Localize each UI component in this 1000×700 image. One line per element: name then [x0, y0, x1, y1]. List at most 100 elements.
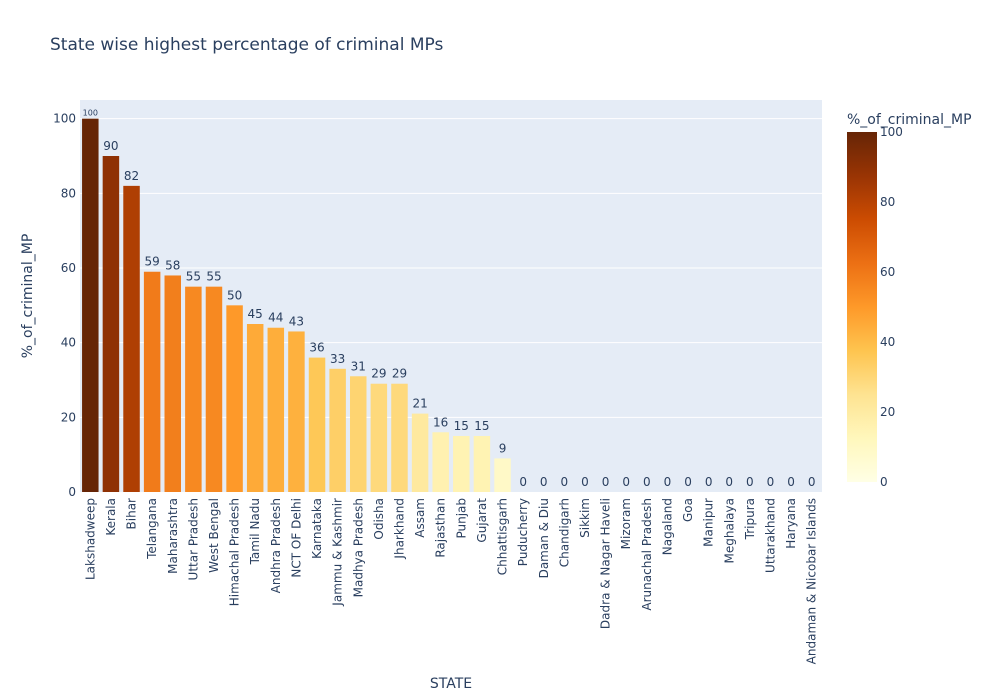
- x-tick-label: Mizoram: [619, 498, 633, 549]
- x-tick-label: Telangana: [145, 498, 159, 560]
- x-tick-label: Arunachal Pradesh: [640, 498, 654, 611]
- x-tick-label: Uttarakhand: [763, 498, 777, 573]
- bar-value-label: 82: [124, 169, 139, 183]
- y-tick-label: 0: [68, 485, 76, 499]
- bar-value-label: 0: [602, 475, 610, 489]
- x-tick-label: Andaman & Nicobar Islands: [805, 498, 819, 664]
- x-tick-label: Gujarat: [475, 498, 489, 543]
- x-tick-label: Jammu & Kashmir: [331, 498, 345, 607]
- y-axis-ticks: 0 20 40 60 80 100: [53, 112, 76, 499]
- bar-value-label: 43: [289, 314, 304, 328]
- bar-value-label: 90: [103, 139, 118, 153]
- x-tick-label: Chandigarh: [557, 498, 571, 567]
- bar-value-label: 0: [767, 475, 775, 489]
- x-tick-label: Manipur: [702, 498, 716, 547]
- bar[interactable]: [494, 458, 511, 492]
- x-tick-label: Chhattisgarh: [496, 498, 510, 575]
- bar-value-label: 0: [561, 475, 569, 489]
- x-tick-label: Kerala: [104, 498, 118, 536]
- bar-value-label: 0: [664, 475, 672, 489]
- bar[interactable]: [308, 357, 326, 492]
- x-tick-label: Goa: [681, 498, 695, 522]
- x-tick-label: Sikkim: [578, 498, 592, 538]
- bar[interactable]: [246, 324, 264, 492]
- colorbar: %_of_criminal_MP 0 20 40 60 80 100: [847, 112, 972, 489]
- colorbar-title: %_of_criminal_MP: [847, 112, 972, 128]
- bar[interactable]: [102, 156, 120, 492]
- bar-value-label: 21: [412, 397, 427, 411]
- bar-value-label: 29: [371, 367, 386, 381]
- bar[interactable]: [123, 185, 140, 492]
- bar-value-label: 29: [392, 367, 407, 381]
- bar-value-label: 58: [165, 258, 180, 272]
- x-tick-label: Karnataka: [310, 498, 324, 559]
- bar-value-label: 0: [519, 475, 527, 489]
- colorbar-ticks: 0 20 40 60 80 100: [880, 125, 903, 489]
- bar[interactable]: [164, 275, 181, 492]
- chart-title: State wise highest percentage of crimina…: [50, 35, 443, 55]
- bar[interactable]: [329, 368, 346, 492]
- bar-value-label: 0: [643, 475, 651, 489]
- y-axis-title: %_of_criminal_MP: [20, 234, 36, 359]
- x-tick-label: Punjab: [454, 498, 468, 539]
- x-tick-label: Puducherry: [516, 498, 530, 566]
- bar-value-label: 55: [206, 270, 221, 284]
- bar[interactable]: [391, 383, 408, 492]
- bar-value-label: 33: [330, 352, 345, 366]
- x-tick-label: Odisha: [372, 498, 386, 540]
- x-tick-label: Maharashtra: [166, 498, 180, 574]
- bar[interactable]: [185, 286, 202, 492]
- bar[interactable]: [226, 305, 243, 492]
- bar-value-label: 100: [83, 109, 98, 118]
- bar[interactable]: [432, 432, 449, 492]
- x-tick-label: Tripura: [743, 498, 757, 540]
- bar[interactable]: [205, 286, 223, 492]
- bar-value-label: 44: [268, 311, 283, 325]
- x-axis-ticks: Lakshadweep Kerala Bihar Telangana Maharasht…: [83, 498, 818, 665]
- x-tick-label: Tamil Nadu: [248, 498, 262, 565]
- bar[interactable]: [267, 327, 285, 492]
- x-tick-label: Assam: [413, 498, 427, 538]
- bar[interactable]: [453, 436, 470, 492]
- bar-value-label: 31: [351, 359, 366, 373]
- bar[interactable]: [82, 118, 99, 493]
- x-tick-label: Dadra & Nagar Haveli: [599, 498, 613, 629]
- bar[interactable]: [350, 376, 367, 492]
- y-tick-label: 60: [61, 261, 76, 275]
- gridlines: [80, 118, 822, 418]
- bar-value-label: 0: [581, 475, 589, 489]
- colorbar-tick-label: 100: [880, 125, 903, 139]
- bar-value-label: 0: [787, 475, 795, 489]
- colorbar-tick-label: 20: [880, 405, 895, 419]
- bar-value-label: 0: [808, 475, 816, 489]
- y-tick-label: 100: [53, 112, 76, 126]
- bar-value-label: 59: [144, 255, 159, 269]
- x-tick-label: Uttar Pradesh: [186, 498, 200, 580]
- bar-value-label: 16: [433, 415, 448, 429]
- bar-value-label: 0: [746, 475, 754, 489]
- y-tick-label: 80: [61, 186, 76, 200]
- bar-value-label: 15: [454, 419, 469, 433]
- bar-value-label: 15: [474, 419, 489, 433]
- x-tick-label: NCT OF Delhi: [289, 498, 303, 578]
- x-tick-label: Himachal Pradesh: [228, 498, 242, 606]
- bar-value-label: 36: [309, 341, 324, 355]
- bar[interactable]: [473, 436, 491, 492]
- bar[interactable]: [411, 413, 429, 492]
- y-tick-label: 40: [61, 336, 76, 350]
- bar[interactable]: [370, 383, 388, 492]
- colorbar-gradient: [847, 132, 877, 482]
- bar-value-label: 55: [186, 270, 201, 284]
- bar-value-label: 0: [540, 475, 548, 489]
- plot-area: [80, 100, 822, 492]
- y-tick-label: 20: [61, 410, 76, 424]
- bar-value-label: 9: [499, 441, 507, 455]
- bar[interactable]: [288, 331, 305, 492]
- bar-value-label: 0: [705, 475, 713, 489]
- x-tick-label: West Bengal: [207, 498, 221, 573]
- bar-value-label: 0: [725, 475, 733, 489]
- bar[interactable]: [143, 271, 161, 492]
- x-tick-label: Daman & Diu: [537, 498, 551, 578]
